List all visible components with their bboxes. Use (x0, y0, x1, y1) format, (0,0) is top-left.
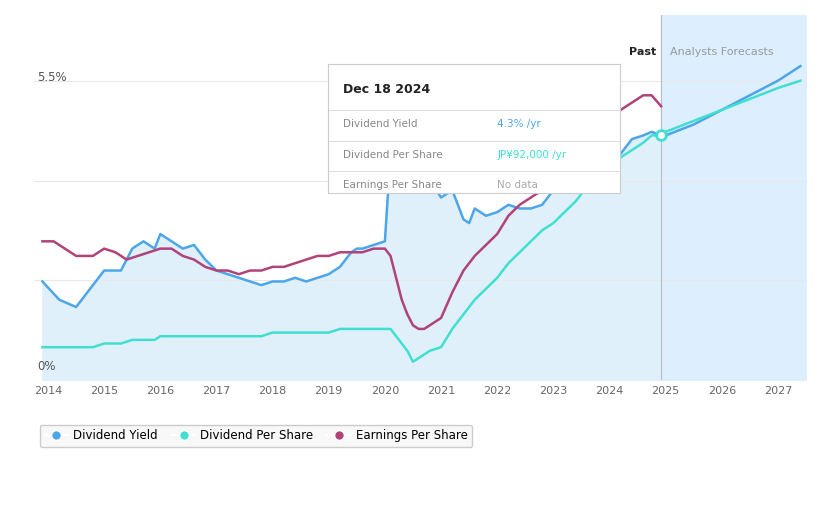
Text: Earnings Per Share: Earnings Per Share (343, 180, 442, 190)
Text: 4.3% /yr: 4.3% /yr (498, 119, 541, 129)
Legend: Dividend Yield, Dividend Per Share, Earnings Per Share: Dividend Yield, Dividend Per Share, Earn… (40, 425, 472, 447)
Text: No data: No data (498, 180, 539, 190)
Text: Dec 18 2024: Dec 18 2024 (343, 83, 430, 96)
Text: Past: Past (630, 47, 657, 56)
Text: 5.5%: 5.5% (37, 71, 67, 83)
Text: JP¥92,000 /yr: JP¥92,000 /yr (498, 150, 566, 160)
Text: 0%: 0% (37, 360, 55, 373)
Text: Analysts Forecasts: Analysts Forecasts (670, 47, 773, 56)
Text: Dividend Per Share: Dividend Per Share (343, 150, 443, 160)
Text: Dividend Yield: Dividend Yield (343, 119, 417, 129)
